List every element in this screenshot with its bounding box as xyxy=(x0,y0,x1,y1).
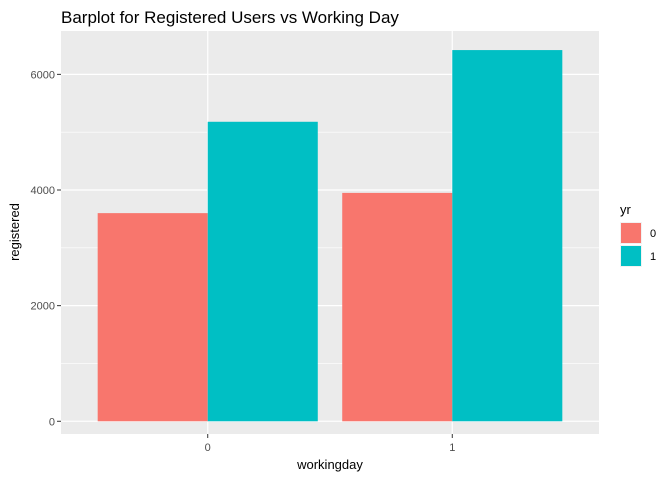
bar-cat1-yr0 xyxy=(342,192,453,422)
bar-cat1-yr1 xyxy=(452,50,563,422)
x-tick-label: 1 xyxy=(449,442,455,454)
x-axis-title: workingday xyxy=(296,457,363,472)
y-axis: 0 2000 4000 6000 xyxy=(31,69,61,428)
bar-cat0-yr0 xyxy=(97,213,208,422)
bars xyxy=(97,50,563,422)
chart-title: Barplot for Registered Users vs Working … xyxy=(61,8,399,27)
legend-key-swatch xyxy=(621,246,641,266)
legend-key-swatch xyxy=(621,223,641,243)
y-tick-label: 2000 xyxy=(31,301,55,313)
y-tick-label: 6000 xyxy=(31,69,55,81)
legend-title: yr xyxy=(620,202,632,217)
bar-cat0-yr1 xyxy=(207,121,318,422)
legend-label: 1 xyxy=(650,251,656,263)
y-axis-title: registered xyxy=(7,203,22,261)
y-tick-label: 4000 xyxy=(31,185,55,197)
y-tick-label: 0 xyxy=(49,416,55,428)
legend-label: 0 xyxy=(650,228,656,240)
x-tick-label: 0 xyxy=(205,442,211,454)
legend: yr 0 1 xyxy=(620,202,656,267)
